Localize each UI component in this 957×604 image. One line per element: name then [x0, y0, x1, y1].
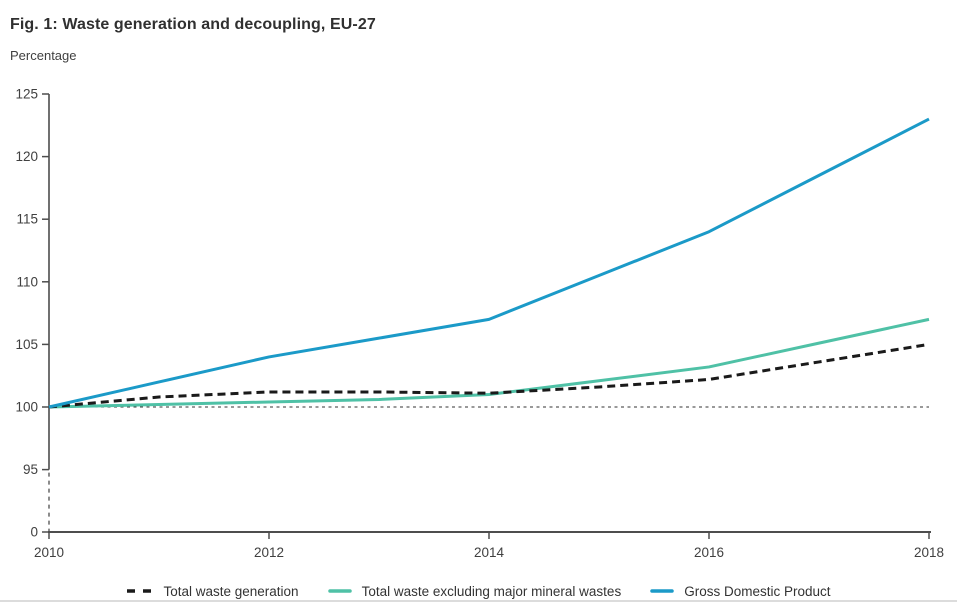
solid-line-marker-icon	[650, 589, 674, 593]
legend-item-gdp: Gross Domestic Product	[649, 583, 831, 599]
y-tick-label-110: 110	[16, 274, 38, 289]
legend-item-total-waste-generation: Total waste generation	[126, 583, 299, 599]
y-tick-label-0: 0	[30, 525, 38, 540]
legend-label-gdp: Gross Domestic Product	[684, 583, 831, 599]
y-axis-unit-label: Percentage	[10, 48, 77, 63]
legend-item-waste-excl-mineral: Total waste excluding major mineral wast…	[327, 583, 622, 599]
x-tick-label-2014: 2014	[474, 545, 505, 560]
y-tick-label-95: 95	[23, 462, 38, 477]
chart-legend: Total waste generation Total waste exclu…	[0, 581, 957, 601]
line-chart-canvas: 125 120 115 110 105 100 95 0 2010 2012 2014 2016 201…	[15, 87, 944, 561]
x-tick-label-2012: 2012	[254, 545, 284, 560]
solid-line-marker-icon	[327, 589, 352, 593]
y-tick-label-120: 120	[15, 149, 38, 164]
x-tick-label-2018: 2018	[914, 545, 944, 560]
series-line-1	[48, 317, 930, 409]
y-tick-label-115: 115	[16, 212, 38, 227]
y-tick-label-125: 125	[15, 87, 38, 102]
dashed-line-marker-icon	[127, 589, 154, 593]
legend-label-waste-excl-mineral: Total waste excluding major mineral wast…	[361, 583, 622, 599]
series-line-0	[48, 342, 930, 409]
x-tick-label-2010: 2010	[34, 545, 64, 560]
x-tick-label-2016: 2016	[694, 545, 724, 560]
legend-label-total-waste-generation: Total waste generation	[163, 583, 299, 599]
bottom-divider-line	[0, 600, 957, 602]
y-tick-label-105: 105	[15, 337, 38, 352]
chart-title: Fig. 1: Waste generation and decoupling,…	[10, 16, 376, 33]
series-line-2	[48, 117, 930, 409]
y-tick-label-100: 100	[15, 400, 38, 415]
